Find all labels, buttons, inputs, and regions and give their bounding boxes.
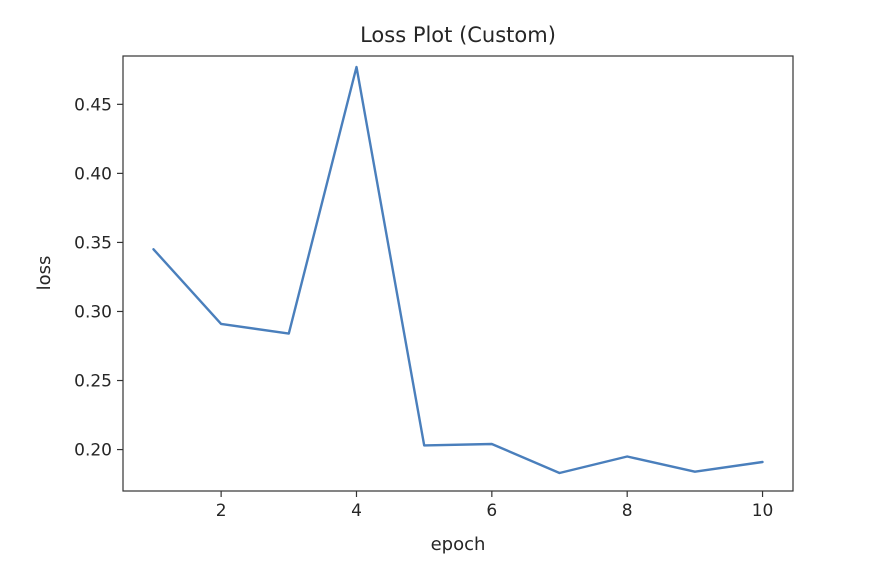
x-tick-label: 6 [486,501,497,521]
x-axis-ticks: 2 4 6 8 10 [216,491,774,521]
loss-series-line [152,65,764,475]
x-axis-label: epoch [431,534,486,555]
x-tick-label: 10 [752,501,774,521]
y-tick-label: 0.30 [74,302,112,322]
x-tick-label: 8 [622,501,633,521]
plot-frame [122,55,794,492]
x-tick-label: 2 [216,501,227,521]
y-axis-label: loss [34,256,55,291]
y-tick-label: 0.45 [74,95,112,115]
plot-area [123,56,793,491]
y-tick-label: 0.40 [74,164,112,184]
y-axis-ticks: 0.20 0.25 0.30 0.35 0.40 0.45 [74,95,123,461]
series-layer [152,65,764,475]
y-tick-label: 0.35 [74,233,112,253]
y-tick-label: 0.25 [74,372,112,392]
x-tick-label: 4 [351,501,362,521]
y-tick-label: 0.20 [74,441,112,461]
chart-title: Loss Plot (Custom) [360,23,556,47]
